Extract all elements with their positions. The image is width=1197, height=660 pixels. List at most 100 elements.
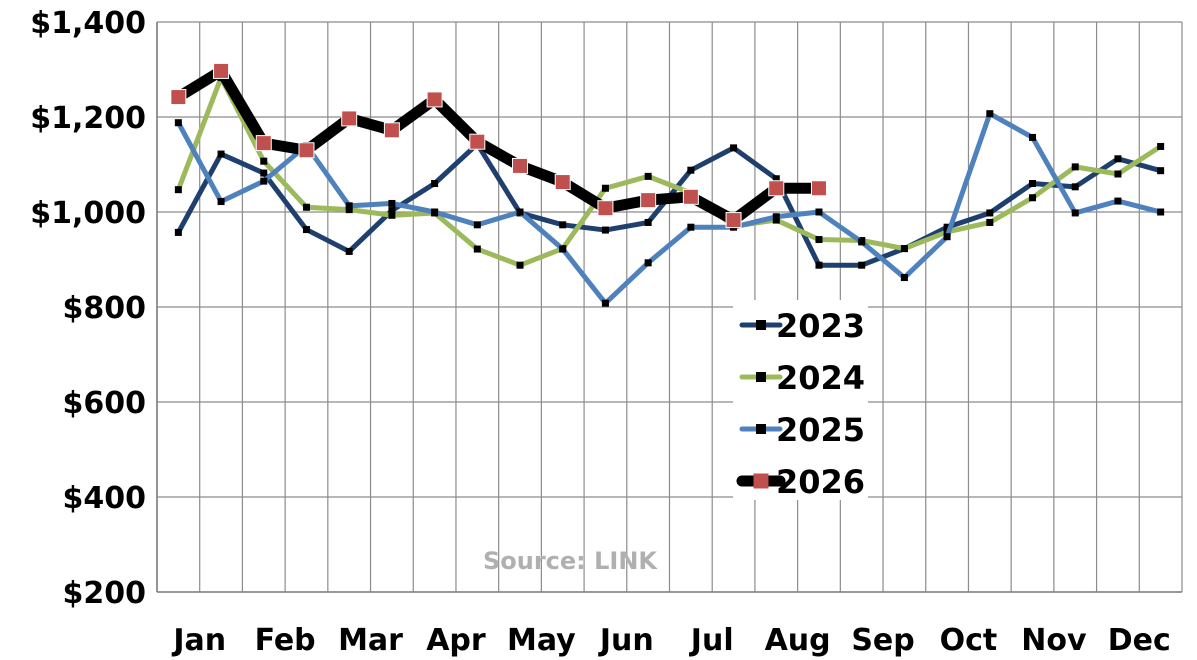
data-point-2024 <box>473 245 481 253</box>
x-tick-label: Nov <box>1021 623 1087 658</box>
x-tick-label: Jan <box>171 623 226 658</box>
data-point-2025 <box>772 213 780 221</box>
legend-entry-2025: 2025 <box>776 411 865 449</box>
data-point-2023 <box>559 221 567 229</box>
data-point-2025 <box>431 208 439 216</box>
data-point-2023 <box>217 150 225 158</box>
data-point-2026 <box>640 192 657 209</box>
data-point-2025 <box>986 110 994 118</box>
series-line-2025 <box>175 111 1164 306</box>
data-point-2025 <box>473 221 481 229</box>
data-point-2026 <box>255 135 272 152</box>
x-tick-label: Apr <box>426 623 486 658</box>
data-point-2023 <box>1071 183 1079 191</box>
series-layer <box>170 62 1165 307</box>
data-point-2023 <box>1157 167 1165 175</box>
x-tick-label: Sep <box>851 623 914 658</box>
data-point-2026 <box>725 212 742 229</box>
data-point-2025 <box>174 119 182 127</box>
legend-swatch-marker-2023 <box>756 320 766 330</box>
y-tick-label: $1,400 <box>30 6 146 41</box>
legend-swatch-marker-2024 <box>756 372 766 382</box>
data-point-2023 <box>431 180 439 187</box>
data-point-2026 <box>768 180 785 197</box>
y-tick-label: $600 <box>63 386 147 421</box>
data-point-2025 <box>1114 197 1122 205</box>
x-tick-label: Oct <box>940 623 998 658</box>
data-point-2025 <box>1029 133 1037 141</box>
series-2026 <box>170 62 827 229</box>
data-point-2025 <box>601 299 609 307</box>
data-point-2025 <box>516 208 524 216</box>
data-point-2025 <box>559 245 567 253</box>
data-point-2025 <box>858 238 866 246</box>
data-point-2024 <box>1157 142 1165 150</box>
x-tick-label: Aug <box>765 623 831 658</box>
data-point-2025 <box>900 274 908 282</box>
data-point-2026 <box>213 62 230 79</box>
data-point-2024 <box>986 218 994 226</box>
data-point-2026 <box>810 180 827 197</box>
x-tick-label: Feb <box>255 623 316 658</box>
data-point-2025 <box>345 202 353 210</box>
source-annotation: Source: LINK <box>483 547 658 575</box>
data-point-2025 <box>1071 209 1079 217</box>
data-point-2026 <box>426 91 443 108</box>
data-point-2023 <box>687 166 695 174</box>
y-tick-label: $1,200 <box>30 101 146 136</box>
data-point-2024 <box>644 172 652 180</box>
data-point-2024 <box>900 245 908 253</box>
y-tick-label: $1,000 <box>30 196 146 231</box>
data-point-2023 <box>772 175 780 183</box>
data-point-2024 <box>174 186 182 194</box>
legend-entry-2024: 2024 <box>776 359 865 397</box>
series-line-2024 <box>175 75 1164 268</box>
legend-box <box>733 300 868 500</box>
x-axis-ticks: Jan Feb Mar Apr May Jun Jul Aug Sep Oct Nov Dec <box>171 623 1170 658</box>
legend-swatch-marker-2026 <box>753 473 769 489</box>
data-point-2023 <box>388 207 396 215</box>
data-point-2023 <box>730 144 738 152</box>
data-point-2025 <box>644 259 652 267</box>
data-point-2025 <box>943 233 951 241</box>
x-tick-label: Mar <box>338 623 403 658</box>
legend-entry-2023: 2023 <box>776 307 865 345</box>
data-point-2025 <box>260 177 268 185</box>
data-point-2026 <box>597 200 614 217</box>
data-point-2023 <box>644 218 652 226</box>
data-point-2023 <box>1114 155 1122 163</box>
series-line-2026 <box>172 65 825 226</box>
data-point-2023 <box>986 209 994 217</box>
y-axis-ticks: $200 $400 $600 $800 $1,000 $1,200 $1,400 <box>30 6 146 611</box>
data-point-2024 <box>388 211 396 219</box>
data-point-2025 <box>217 198 225 206</box>
data-point-2025 <box>1157 208 1165 216</box>
data-point-2024 <box>601 184 609 192</box>
data-point-2023 <box>174 228 182 236</box>
data-point-2024 <box>1071 163 1079 171</box>
data-point-2026 <box>554 174 571 191</box>
data-point-2024 <box>1114 170 1122 178</box>
data-point-2023 <box>601 226 609 234</box>
data-point-2023 <box>815 261 823 269</box>
x-tick-label: Jun <box>598 623 654 658</box>
legend: 2023 2024 2025 2026 <box>733 300 868 501</box>
data-point-2025 <box>687 223 695 231</box>
data-point-2025 <box>388 199 396 207</box>
data-point-2026 <box>383 122 400 139</box>
data-point-2024 <box>260 157 268 165</box>
data-point-2023 <box>260 169 268 177</box>
data-point-2023 <box>943 223 951 231</box>
data-point-2024 <box>516 261 524 269</box>
x-tick-label: Jul <box>689 623 734 658</box>
x-tick-label: Dec <box>1108 623 1171 658</box>
data-point-2024 <box>302 203 310 211</box>
data-point-2025 <box>815 208 823 216</box>
legend-entry-2026: 2026 <box>776 463 865 501</box>
data-point-2024 <box>345 206 353 214</box>
data-point-2026 <box>298 142 315 159</box>
data-point-2023 <box>302 226 310 234</box>
data-point-2026 <box>170 89 187 106</box>
x-tick-label: May <box>507 623 576 658</box>
